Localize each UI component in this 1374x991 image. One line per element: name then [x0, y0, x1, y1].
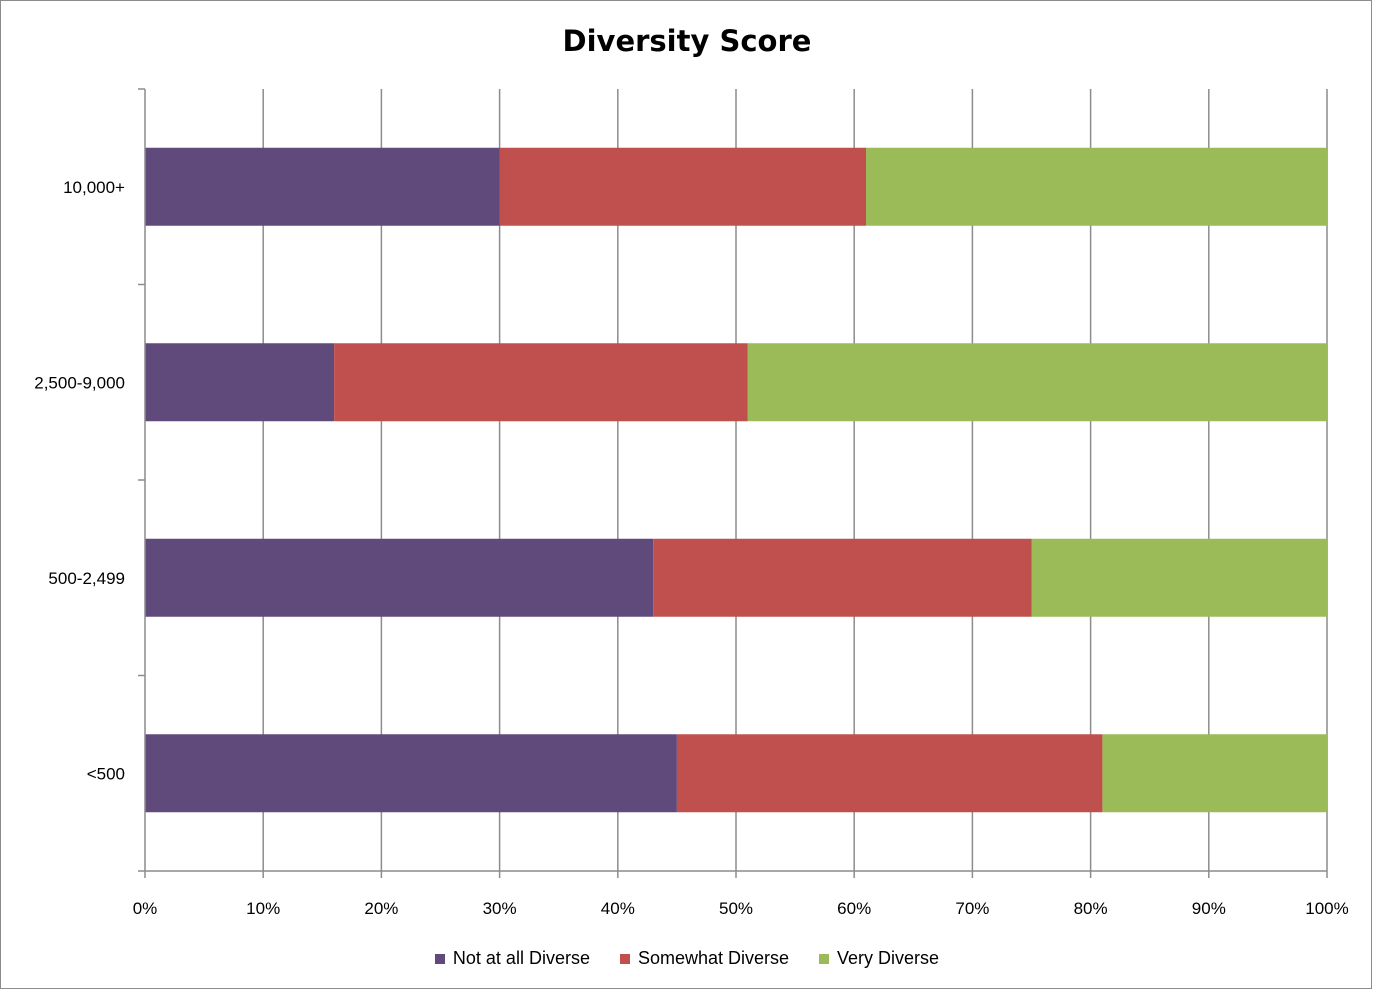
- legend-item: Not at all Diverse: [434, 948, 590, 969]
- x-tick-label: 20%: [364, 899, 398, 918]
- x-tick-label: 0%: [133, 899, 158, 918]
- bar-segment: [747, 343, 1327, 422]
- x-tick-label: 90%: [1192, 899, 1226, 918]
- legend-swatch-somewhat-diverse: [619, 953, 630, 964]
- chart-title: Diversity Score: [562, 24, 812, 58]
- bar-segment: [1031, 538, 1327, 617]
- bar-segment: [1102, 734, 1327, 813]
- legend: Not at all Diverse Somewhat Diverse Very…: [0, 948, 1374, 969]
- y-category-label: 500-2,499: [48, 569, 125, 588]
- legend-item: Somewhat Diverse: [619, 948, 790, 969]
- y-category-label: 2,500-9,000: [34, 373, 125, 392]
- x-tick-label: 30%: [483, 899, 517, 918]
- bar-segment: [145, 538, 654, 617]
- x-tick-label: 50%: [719, 899, 753, 918]
- bar-segment: [145, 734, 677, 813]
- legend-label: Very Diverse: [837, 948, 940, 968]
- bar-segment: [145, 147, 500, 226]
- bar-segment: [866, 147, 1327, 226]
- bar-segment: [145, 343, 335, 422]
- bar-segment: [499, 147, 867, 226]
- x-tick-label: 80%: [1074, 899, 1108, 918]
- legend-label: Not at all Diverse: [452, 948, 590, 968]
- bar-segment: [676, 734, 1103, 813]
- bar-segment: [334, 343, 748, 422]
- x-tick-label: 60%: [837, 899, 871, 918]
- y-category-label: 10,000+: [63, 178, 125, 197]
- bar-segment: [653, 538, 1032, 617]
- x-tick-label: 10%: [246, 899, 280, 918]
- x-tick-label: 100%: [1305, 899, 1348, 918]
- x-tick-label: 40%: [601, 899, 635, 918]
- legend-item: Very Diverse: [819, 948, 939, 969]
- x-tick-label: 70%: [955, 899, 989, 918]
- legend-swatch-very-diverse: [819, 953, 830, 964]
- legend-label: Somewhat Diverse: [637, 948, 790, 968]
- y-category-label: <500: [87, 764, 125, 783]
- legend-swatch-not-at-all-diverse: [434, 953, 445, 964]
